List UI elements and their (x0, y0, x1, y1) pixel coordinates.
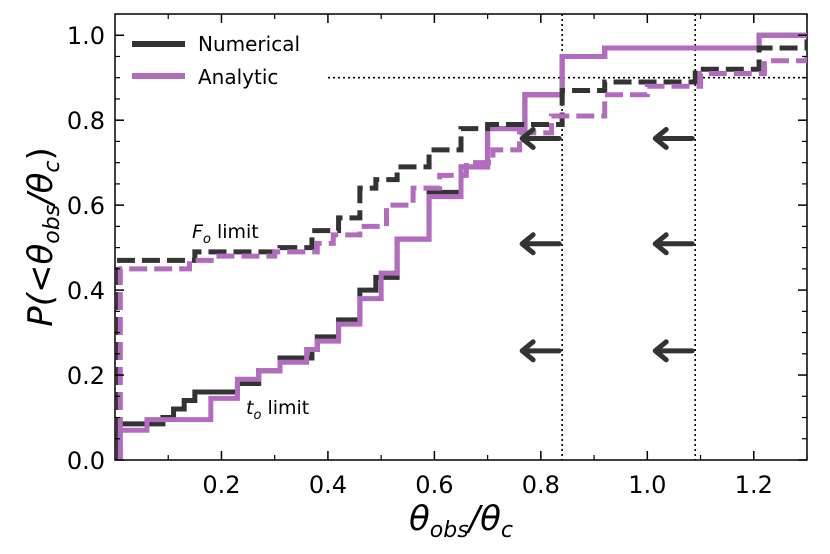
x-tick-label-3: 0.6 (415, 471, 453, 499)
y-label-pre: P(<θ (21, 244, 61, 327)
y-tick-label-6: 1.0 (67, 22, 105, 50)
y-tick-label-5: 0.8 (67, 107, 105, 135)
x-axis-label: θobs/θc (409, 499, 513, 543)
x-label-sub-c: c (501, 518, 513, 543)
limit-arrow-4 (652, 126, 695, 150)
y-tick-label-3: 0.4 (67, 277, 105, 305)
series-line-3 (115, 39, 807, 460)
to-annot-suffix: limit (261, 397, 309, 419)
x-tick-label-2: 0.4 (309, 471, 347, 499)
x-tick-label-6: 1.2 (735, 471, 773, 499)
to-annot-var: t (246, 397, 255, 419)
limit-arrow-5 (652, 232, 695, 256)
limit-arrow-3 (519, 339, 562, 363)
y-label-sep: /θ (21, 172, 61, 207)
limit-arrow-6 (652, 339, 695, 363)
series-line-2 (117, 32, 807, 460)
y-tick-label-4: 0.6 (67, 192, 105, 220)
legend-label-numerical: Numerical (198, 32, 300, 56)
y-label-sub-c: c (40, 160, 65, 172)
to-annot-sub: o (253, 408, 261, 423)
series-group (115, 32, 807, 460)
limit-arrows (519, 126, 695, 363)
fo-annot-var: F (192, 221, 204, 243)
x-label-sub-obs: obs (430, 518, 469, 543)
y-axis-label: P(<θobs/θc) (21, 147, 65, 327)
series-line-4 (117, 56, 807, 460)
limit-arrow-1 (519, 126, 562, 150)
reference-lines (328, 14, 807, 460)
limit-arrow-2 (519, 232, 562, 256)
fo-annot-sub: o (203, 232, 211, 247)
legend-label-analytic: Analytic (198, 65, 278, 89)
y-tick-label-1: 0.0 (67, 447, 105, 475)
axis-ticks: 0.2 0.4 0.6 0.8 1.0 1.2 0.0 0.2 0.4 0.6 0.8 1.0 (67, 14, 808, 499)
x-label-sep: /θ (466, 499, 501, 539)
y-label-post: ) (21, 147, 61, 160)
x-label-theta: θ (409, 499, 430, 539)
plot-frame (114, 13, 808, 461)
fo-annot-suffix: limit (211, 221, 259, 243)
y-label-sub-obs: obs (40, 205, 65, 244)
fo-limit-annotation: Fo limit (192, 221, 259, 247)
x-tick-label-4: 0.8 (522, 471, 560, 499)
x-tick-label-1: 0.2 (202, 471, 240, 499)
to-limit-annotation: to limit (246, 397, 309, 423)
x-tick-label-5: 1.0 (628, 471, 666, 499)
y-tick-label-2: 0.2 (67, 362, 105, 390)
legend: Numerical Analytic (132, 32, 300, 89)
